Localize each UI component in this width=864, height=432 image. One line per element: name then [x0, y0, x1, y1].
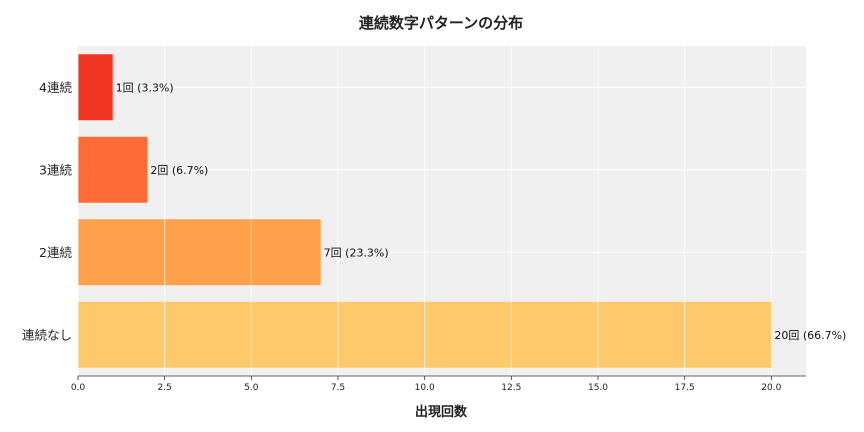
data-labels: 1回 (3.3%) 2回 (6.7%) 7回 (23.3%) 20回 (66.7%): [116, 81, 847, 342]
x-tick-label: 0.0: [71, 383, 86, 393]
x-tick-label: 17.5: [675, 383, 695, 393]
grid-lines-overlay: [77, 46, 772, 376]
x-tick-label: 2.5: [158, 383, 172, 393]
bar: [78, 136, 148, 203]
category-label: 4連続: [39, 80, 72, 95]
chart-title: 連続数字パターンの分布: [359, 14, 523, 32]
x-ticks: 0.0 2.5 5.0 7.5 10.0 12.5 15.0 17.5 20.0: [71, 376, 782, 393]
data-label: 1回 (3.3%): [116, 81, 174, 94]
x-tick-label: 10.0: [415, 383, 435, 393]
bar: [78, 54, 113, 121]
x-tick-label: 5.0: [244, 383, 259, 393]
category-label: 3連続: [39, 162, 72, 177]
x-tick-label: 7.5: [331, 383, 345, 393]
x-tick-label: 15.0: [588, 383, 608, 393]
category-label: 連続なし: [22, 327, 72, 342]
bar: [78, 219, 321, 286]
x-tick-label: 12.5: [501, 383, 521, 393]
category-label: 2連続: [39, 245, 72, 260]
x-tick-label: 20.0: [761, 383, 781, 393]
data-label: 2回 (6.7%): [150, 164, 208, 177]
data-label: 7回 (23.3%): [324, 246, 389, 259]
x-axis-label: 出現回数: [415, 404, 468, 420]
data-label: 20回 (66.7%): [774, 329, 846, 342]
